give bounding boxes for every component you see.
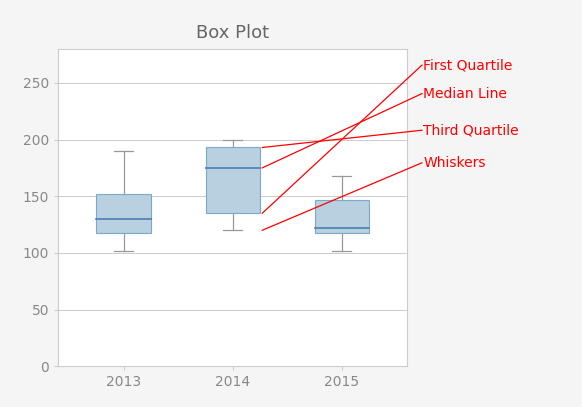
Bar <box>315 199 369 232</box>
Text: First Quartile: First Quartile <box>423 58 513 72</box>
Bar <box>97 194 151 232</box>
Bar <box>205 147 260 213</box>
Title: Box Plot: Box Plot <box>196 24 269 42</box>
Text: Third Quartile: Third Quartile <box>423 123 519 137</box>
Text: Whiskers: Whiskers <box>423 156 485 170</box>
Text: Median Line: Median Line <box>423 87 507 101</box>
